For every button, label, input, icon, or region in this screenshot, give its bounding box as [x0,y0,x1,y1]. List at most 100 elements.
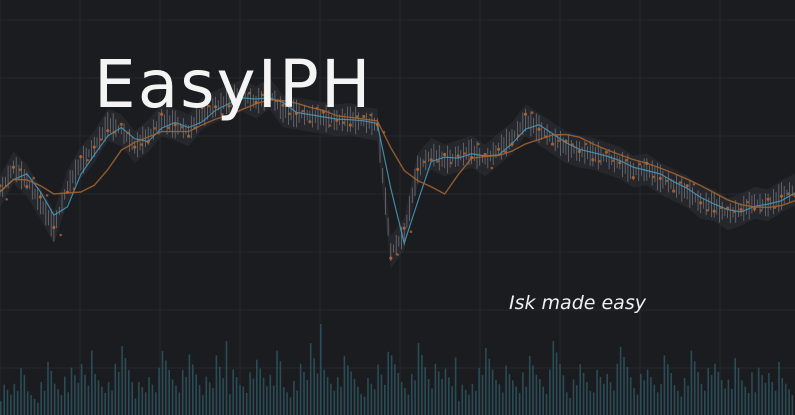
price-marker [584,142,588,146]
volume-bar [680,396,683,415]
volume-bar [26,391,29,415]
volume-bar [528,355,531,415]
price-marker [706,209,709,212]
volume-bar [774,390,777,415]
price-marker [227,104,231,108]
price-marker [443,152,447,157]
volume-bar [461,384,464,415]
volume-bar [276,350,278,415]
volume-bar [121,346,123,415]
volume-bar [269,374,272,415]
volume-bar [508,374,511,415]
volume-bar [390,355,393,415]
price-marker [598,160,601,163]
volume-bar [30,395,32,415]
volume-bar [87,385,90,415]
volume-bar [192,364,194,415]
price-marker [604,150,609,154]
price-marker [308,120,312,124]
volume-bar [784,383,787,415]
volume-bar [565,392,568,415]
volume-bar [367,378,369,415]
volume-bar [707,368,709,415]
volume-bar [539,379,541,415]
volume-bar [569,398,571,415]
volume-bar [552,341,555,415]
price-marker [429,158,433,162]
volume-bar [407,394,410,415]
volume-bar [347,365,349,415]
price-marker [652,175,655,179]
volume-bar [414,380,416,415]
volume-bar [734,358,736,415]
volume-bar [646,369,649,415]
volume-bar [626,367,629,415]
volume-bar [151,384,154,415]
volume-bar [323,369,325,415]
volume-bar [727,379,730,415]
volume-bar [202,395,204,415]
price-marker [719,206,723,209]
volume-bar [704,390,706,415]
volume-bar [353,379,356,415]
volume-bar [427,379,430,415]
volume-bar [437,371,440,415]
price-marker [483,152,487,157]
price-marker [146,140,150,144]
volume-bar [394,364,396,415]
price-marker [113,130,116,134]
volume-bar [77,382,80,415]
volume-bar [505,365,507,415]
volume-bar [10,394,12,415]
volume-bar [340,386,342,415]
volume-bar [377,364,379,415]
volume-bar [400,381,403,415]
volume-bar [549,369,551,415]
price-marker [726,206,730,210]
volume-bar [791,395,794,415]
volume-bar [94,373,96,415]
volume-bar [397,373,400,415]
price-marker [106,129,110,133]
volume-bar [104,392,106,415]
volume-bar [764,382,767,415]
price-marker [194,126,197,130]
volume-bar [343,355,346,415]
price-marker [187,134,191,138]
volume-bar [195,374,197,415]
price-marker [638,162,642,166]
price-marker [436,160,440,163]
price-marker [328,124,332,127]
volume-bar [518,392,521,415]
volume-bar [650,377,652,415]
volume-bar [700,383,703,415]
price-marker [753,207,757,211]
price-marker [550,142,555,146]
price-band [0,77,795,269]
volume-bar [559,363,561,415]
volume-bar [259,368,261,415]
volume-bar [421,355,423,415]
price-marker [160,112,164,116]
volume-bar [23,375,26,415]
price-marker [25,185,29,189]
volume-bar [266,386,268,415]
price-marker [779,194,784,198]
volume-bar [589,390,592,415]
price-marker [369,113,372,117]
volume-bar [744,386,747,415]
volume-bar [660,384,662,415]
volume-bar [690,350,693,415]
volume-bar [542,386,544,415]
volume-bar [731,389,733,415]
volume-bar [64,376,66,415]
volume-bar [498,384,501,415]
price-marker [207,104,211,108]
volume-bar [582,373,585,415]
price-marker [577,149,582,154]
volume-bar [697,372,699,415]
price-marker [261,93,265,97]
price-marker [530,111,534,114]
volume-bar [134,398,137,415]
